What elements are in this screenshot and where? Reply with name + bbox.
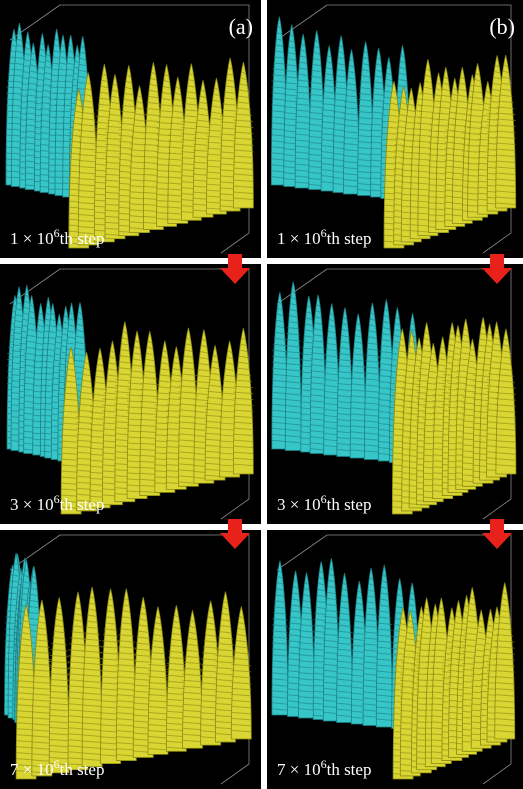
figure: 1 × 106th step(a)3 × 106th step7 × 106th…	[0, 0, 523, 789]
caption-suffix: th step	[327, 760, 372, 779]
panel-label: (b)	[489, 14, 515, 39]
caption-suffix: th step	[60, 495, 105, 514]
panel: 7 × 106th step	[0, 530, 261, 789]
caption-suffix: th step	[327, 229, 372, 248]
caption-coefficient: 7 × 10	[277, 760, 321, 779]
panel: 7 × 106th step	[267, 530, 523, 789]
panel: 3 × 106th step	[267, 264, 523, 524]
panel: 1 × 106th step(b)	[267, 0, 523, 258]
caption-suffix: th step	[327, 495, 372, 514]
panel: 1 × 106th step(a)	[0, 0, 261, 258]
panel: 3 × 106th step	[0, 264, 261, 524]
caption-suffix: th step	[60, 229, 105, 248]
caption-coefficient: 1 × 10	[277, 229, 321, 248]
caption-coefficient: 3 × 10	[277, 495, 321, 514]
caption-coefficient: 7 × 10	[10, 760, 54, 779]
panel-label: (a)	[229, 14, 253, 39]
caption-coefficient: 1 × 10	[10, 229, 54, 248]
caption-coefficient: 3 × 10	[10, 495, 54, 514]
caption-suffix: th step	[60, 760, 105, 779]
